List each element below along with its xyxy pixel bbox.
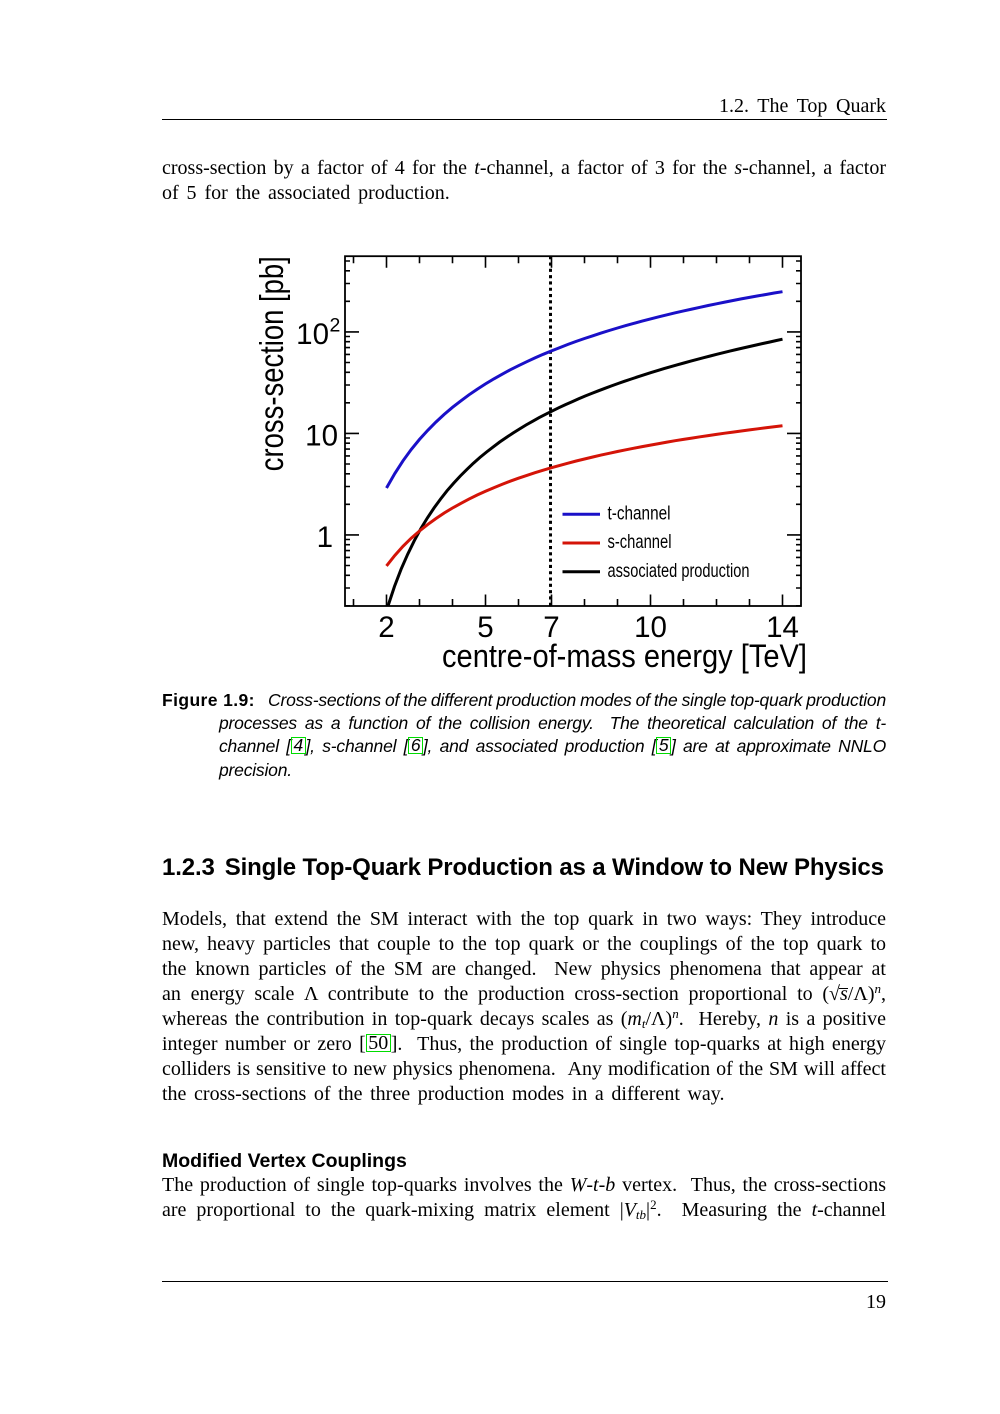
svg-text:10: 10 xyxy=(296,318,329,351)
svg-text:5: 5 xyxy=(477,611,493,644)
svg-text:centre-of-mass energy [TeV]: centre-of-mass energy [TeV] xyxy=(442,638,807,674)
svg-text:1: 1 xyxy=(317,521,333,554)
svg-text:10: 10 xyxy=(634,611,667,644)
svg-text:7: 7 xyxy=(543,611,559,644)
svg-text:14: 14 xyxy=(766,611,799,644)
svg-text:10: 10 xyxy=(305,419,338,452)
svg-text:2: 2 xyxy=(378,611,394,644)
svg-text:cross-section [pb]: cross-section [pb] xyxy=(253,256,290,471)
svg-text:associated production: associated production xyxy=(608,560,750,582)
svg-text:s-channel: s-channel xyxy=(608,531,672,553)
svg-text:2: 2 xyxy=(330,315,341,337)
svg-text:t-channel: t-channel xyxy=(608,502,671,524)
